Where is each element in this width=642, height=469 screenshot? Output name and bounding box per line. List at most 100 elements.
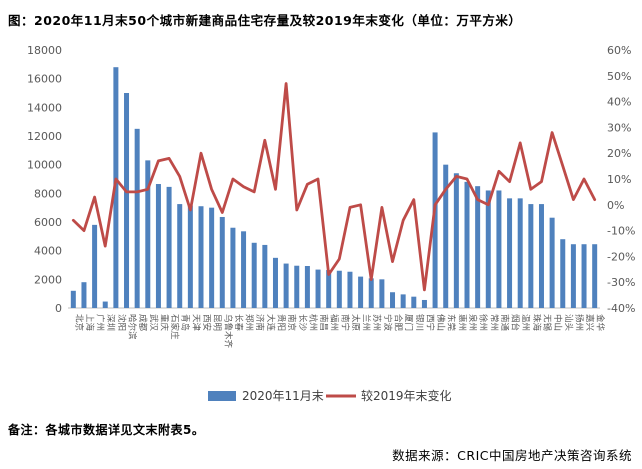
city-label: 泉州 [467,314,478,331]
city-label: 苏州 [371,314,382,331]
city-label: 太原 [350,314,361,331]
city-label: 长春 [233,314,244,332]
change-line [71,82,597,292]
left-axis-tick: 14000 [27,101,62,114]
inventory-bar [549,217,555,308]
inventory-bar [496,190,502,308]
city-label: 宁波 [382,314,393,332]
city-label: 温州 [520,314,531,331]
inventory-bar [347,271,353,308]
inventory-bar [485,190,491,308]
city-label: 南京 [286,314,297,331]
inventory-bar [475,186,481,308]
inventory-bar [379,279,385,308]
city-label: 东莞 [446,314,457,332]
inventory-bar [92,224,98,308]
city-label: 北京 [73,314,84,331]
city-label: 徐州 [478,314,489,331]
axis-layer: 18000 16000 14000 12000 10000 8000 6000 4000 200… [27,44,635,315]
inventory-bar [198,206,204,308]
inventory-bar [453,173,459,308]
city-label: 无锡 [541,314,551,332]
city-label: 银川 [414,314,425,331]
inventory-bar [70,290,76,308]
city-label: 上海 [84,314,95,332]
city-label: 嘉兴 [584,314,595,332]
city-label: 中山 [552,314,563,331]
inventory-bar [390,292,396,308]
inventory-bar [81,282,87,308]
city-label: 南通 [499,314,510,332]
chart-title: 图：2020年11月末50个城市新建商品住宅存量及较2019年末变化（单位：万平… [8,13,522,28]
legend-line-label: 较2019年末变化 [361,388,452,403]
right-axis-tick: -20% [607,250,635,263]
right-axis-tick: 40% [607,96,631,109]
left-axis-tick: 10000 [27,159,62,172]
city-label: 大连 [265,314,276,332]
city-label: 常州 [488,314,499,331]
city-label: 青岛 [180,314,191,331]
city-label: 广州 [95,314,106,331]
city-label: 昆明 [212,314,222,331]
data-source-text: 数据来源：CRIC中国房地产决策咨询系统 [392,448,632,463]
city-label: 汕头 [563,314,574,332]
inventory-bar [538,204,544,308]
city-label: 郑州 [244,314,255,331]
city-label: 济南 [254,314,265,331]
city-label: 长沙 [297,314,308,332]
inventory-bar [421,299,427,308]
right-axis-tick: 10% [607,173,631,186]
right-axis-tick: 60% [607,44,631,57]
city-label: 珠海 [531,314,542,332]
city-label: 乌鲁木齐 [222,314,233,349]
inventory-bar [358,276,364,308]
right-axis-tick: 20% [607,147,631,160]
right-axis-tick: 50% [607,70,631,83]
inventory-bar [570,244,576,308]
inventory-bar [251,242,257,308]
left-axis-tick: 0 [55,302,62,315]
inventory-bar [219,216,225,308]
city-label: 深圳 [105,314,116,331]
city-label: 沈阳 [116,314,127,331]
city-label: 重庆 [158,314,169,332]
inventory-bar [283,263,289,308]
city-label: 厦门 [403,314,414,331]
city-label: 武汉 [148,314,159,332]
chart-legend: 2020年11月末 较2019年末变化 [208,388,452,403]
right-axis-tick: -30% [607,276,635,289]
city-label: 哈尔滨 [127,314,138,340]
inventory-bar [134,128,140,308]
inventory-bar [464,181,470,308]
left-axis-tick: 4000 [34,245,62,258]
right-axis-tick: 0% [607,199,624,212]
inventory-bar [411,296,417,308]
city-label: 福州 [329,314,340,331]
left-axis-tick: 6000 [34,216,62,229]
city-label: 西宁 [424,314,435,331]
inventory-bar [155,184,161,308]
inventory-bar [187,205,193,308]
inventory-bar [432,132,438,308]
inventory-bar [400,294,406,308]
inventory-bar [209,207,215,308]
line-series [71,82,597,292]
legend-bar-label: 2020年11月末 [242,389,324,403]
city-label: 杭州 [307,314,318,331]
city-label: 金华 [595,314,606,332]
footnote-text: 备注：各城市数据详见文末附表5。 [8,423,205,437]
left-axis-tick: 18000 [27,44,62,57]
inventory-bar [336,270,342,308]
inventory-bar [262,244,268,308]
city-label: 成都 [137,314,148,332]
inventory-bar [294,265,300,308]
inventory-bar [528,204,534,308]
city-label: 佛山 [435,314,446,331]
inventory-bar [368,278,374,308]
inventory-bar [230,227,236,308]
city-label: 石家庄 [169,314,180,340]
right-axis-tick: -40% [607,302,635,315]
city-label: 烟台 [510,314,521,331]
inventory-bar [177,204,183,308]
